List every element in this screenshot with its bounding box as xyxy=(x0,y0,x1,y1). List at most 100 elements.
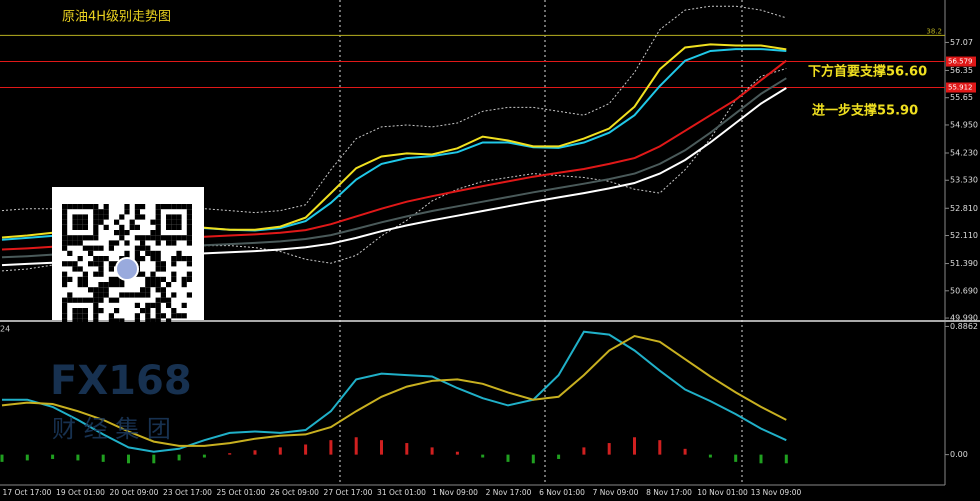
qr-cell xyxy=(114,308,120,314)
qr-cell xyxy=(160,204,166,210)
qr-cell xyxy=(166,214,172,220)
qr-cell xyxy=(62,271,68,277)
qr-cell xyxy=(98,297,104,303)
qr-cell xyxy=(155,313,161,319)
qr-cell xyxy=(171,214,177,220)
qr-cell xyxy=(77,240,83,246)
histogram-bar xyxy=(253,450,257,455)
qr-cell xyxy=(140,287,146,293)
qr-cell xyxy=(114,276,120,282)
qr-cell xyxy=(145,245,151,251)
qr-cell xyxy=(155,282,161,288)
histogram-bar xyxy=(278,447,282,455)
qr-cell xyxy=(155,240,161,246)
qr-cell xyxy=(145,276,151,282)
qr-cell xyxy=(150,230,156,236)
qr-cell xyxy=(103,209,109,215)
qr-cell xyxy=(98,209,104,215)
qr-cell xyxy=(72,297,78,303)
histogram-bar xyxy=(481,454,485,458)
qr-cell xyxy=(166,224,172,230)
x-tick-label: 2 Nov 17:00 xyxy=(486,488,532,497)
watermark-subtitle: 财 经 集 团 xyxy=(52,415,171,443)
qr-cell xyxy=(114,318,120,324)
qr-cell xyxy=(160,297,166,303)
qr-cell xyxy=(145,302,151,308)
qr-cell xyxy=(155,219,161,225)
qr-cell xyxy=(124,230,130,236)
qr-cell xyxy=(186,256,192,262)
qr-cell xyxy=(62,245,68,251)
qr-cell xyxy=(145,328,151,334)
qr-cell xyxy=(181,235,187,241)
qr-cell xyxy=(155,302,161,308)
period-separators xyxy=(339,0,743,485)
qr-cell xyxy=(98,308,104,314)
x-tick-label: 10 Nov 01:00 xyxy=(697,488,748,497)
qr-cell xyxy=(72,313,78,319)
qr-cell xyxy=(114,282,120,288)
qr-cell xyxy=(67,297,73,303)
qr-cell xyxy=(62,214,68,220)
qr-cell xyxy=(119,282,125,288)
qr-cell xyxy=(181,302,187,308)
qr-cell xyxy=(98,328,104,334)
qr-cell xyxy=(150,302,156,308)
x-tick-label: 1 Nov 09:00 xyxy=(432,488,478,497)
qr-cell xyxy=(82,318,88,324)
qr-cell xyxy=(82,245,88,251)
level-label-box xyxy=(946,56,976,67)
qr-cell xyxy=(93,318,99,324)
qr-cell xyxy=(98,292,104,298)
histogram-bar xyxy=(784,454,788,464)
qr-cell xyxy=(119,292,125,298)
x-tick-label: 31 Oct 01:00 xyxy=(377,488,426,497)
qr-icon xyxy=(115,257,139,281)
qr-cell xyxy=(108,266,114,272)
qr-cell xyxy=(103,287,109,293)
qr-cell xyxy=(160,292,166,298)
histogram-bar xyxy=(582,447,586,455)
qr-cell xyxy=(103,204,109,210)
qr-cell xyxy=(88,235,94,241)
qr-cell xyxy=(186,209,192,215)
qr-cell xyxy=(150,271,156,277)
qr-cell xyxy=(186,240,192,246)
qr-cell xyxy=(114,323,120,329)
qr-cell xyxy=(186,328,192,334)
y-tick-label: 52.810 xyxy=(950,204,978,213)
qr-cell xyxy=(72,308,78,314)
qr-cell xyxy=(134,235,140,241)
qr-cell xyxy=(119,235,125,241)
qr-cell xyxy=(93,328,99,334)
qr-cell xyxy=(93,261,99,267)
qr-cell xyxy=(155,256,161,262)
series-line xyxy=(1,5,787,214)
qr-cell xyxy=(119,318,125,324)
x-tick-label: 6 Nov 01:00 xyxy=(539,488,585,497)
histogram-bar xyxy=(76,454,80,461)
qr-cell xyxy=(93,297,99,303)
qr-cell xyxy=(62,209,68,215)
qr-cell xyxy=(134,318,140,324)
qr-cell xyxy=(145,318,151,324)
qr-cell xyxy=(72,318,78,324)
qr-cell xyxy=(186,323,192,329)
qr-cell xyxy=(181,276,187,282)
histogram-bar xyxy=(531,454,535,464)
qr-cell xyxy=(129,219,135,225)
qr-cell xyxy=(67,328,73,334)
qr-cell xyxy=(108,318,114,324)
qr-cell xyxy=(150,235,156,241)
qr-cell xyxy=(145,287,151,293)
y-tick-label: 56.35 xyxy=(950,66,973,75)
qr-cell xyxy=(176,219,182,225)
histogram-bar xyxy=(329,440,333,455)
qr-cell xyxy=(160,323,166,329)
qr-cell xyxy=(88,204,94,210)
qr-cell xyxy=(62,302,68,308)
qr-cell xyxy=(150,323,156,329)
qr-cell xyxy=(171,313,177,319)
qr-cell xyxy=(140,256,146,262)
